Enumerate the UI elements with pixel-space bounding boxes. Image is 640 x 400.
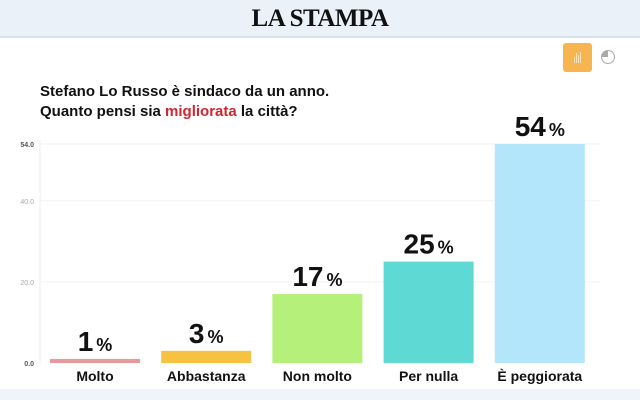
y-tick-label: 20.0 [20,280,34,287]
x-category-label: È peggiorata [497,368,582,384]
y-tick-label: 54.0 [20,142,34,149]
bar-non-molto [272,294,363,363]
question-highlight: migliorata [165,103,237,120]
question-line-1: Stefano Lo Russo è sindaco da un anno. [40,83,330,100]
bar-chart-button[interactable] [563,43,592,72]
y-tick-label: 0.0 [24,361,34,368]
footer-strip [0,389,640,400]
y-tick-label: 40.0 [20,199,34,206]
x-category-label: Molto [76,368,113,384]
bar-abbastanza [161,350,252,363]
question-text-end: la città? [236,103,298,120]
x-category-label: Non molto [283,368,352,384]
x-category-label: Per nulla [399,368,458,384]
data-label: 17% [292,261,342,292]
data-label: 54% [515,111,565,142]
data-label: 25% [404,229,454,260]
bar-per-nulla [383,261,474,363]
pie-chart-button[interactable] [601,50,615,64]
chart-question: Stefano Lo Russo è sindaco da un anno. Q… [40,82,329,122]
x-category-label: Abbastanza [167,368,246,384]
header: LA STAMPA [0,0,640,38]
logo: LA STAMPA [251,5,389,32]
question-line-2: Quanto pensi sia migliorata la città? [40,102,329,122]
data-label: 3% [189,318,224,349]
data-label: 1% [78,326,113,357]
bar-è-peggiorata [494,144,585,363]
bar-molto [50,358,140,363]
question-text: Quanto pensi sia [40,103,166,120]
